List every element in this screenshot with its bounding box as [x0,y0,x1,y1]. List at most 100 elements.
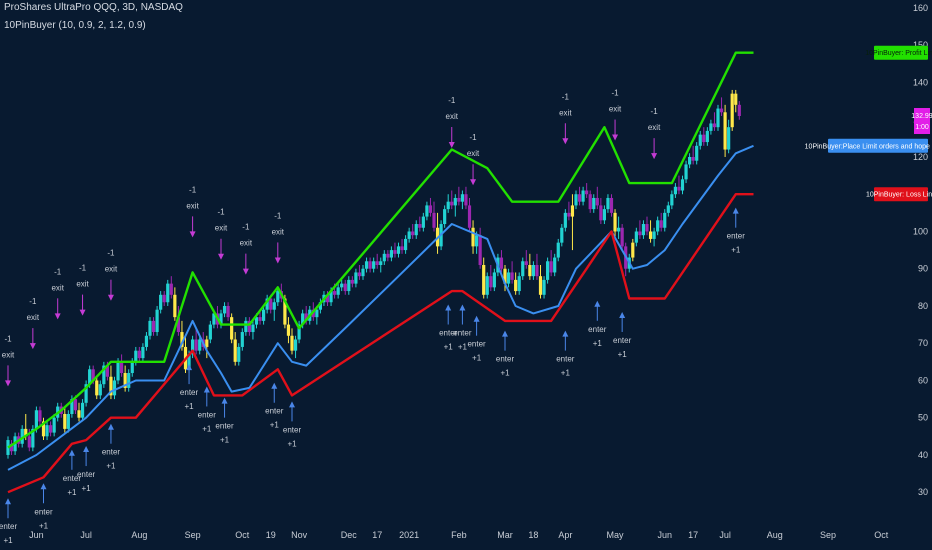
exit-label: exit [186,201,199,210]
candle-body [66,413,70,429]
enter-label: enter [0,522,17,531]
symbol-title: ProShares UltraPro QQQ, 3D, NASDAQ [4,2,183,13]
profit-line-tag-bg [874,45,928,60]
candle-body [577,194,582,202]
profit-line [7,51,754,449]
candle-body [677,186,681,191]
candle-body [265,298,269,310]
enter-sub-label: +1 [184,402,194,411]
time-tick-label: May [607,530,625,540]
candle-body [73,399,78,411]
time-tick-label: Sep [820,530,836,540]
candle-body [176,317,180,333]
time-tick-label: Nov [291,530,308,540]
exit-sub-label: -1 [242,223,250,232]
time-tick-label: Dec [341,530,358,540]
time-tick-label: Oct [874,530,889,540]
loss-line-tag-text: 10PinBuyer: Loss Line [866,192,932,199]
candle-body [357,272,362,277]
enter-label: enter [198,410,217,419]
current-price-text: 132.99 [911,113,932,120]
enter-sub-label: +1 [593,339,603,348]
candle-body [546,261,550,280]
candle-body [499,257,504,269]
limit-order-line [7,144,754,471]
candle-body [343,283,347,292]
exit-arrow-head [54,313,61,320]
candle-body [222,305,227,314]
candle-body [524,261,528,265]
candle-body [492,272,496,288]
enter-arrow-head [473,315,480,322]
time-axis[interactable]: Jun Jul Aug Sep Oct 19 Nov Dec 17 2021 Feb Mar 18 Apr… [29,530,932,540]
enter-arrow-head [619,311,626,318]
candle-body [471,227,475,247]
enter-label: enter [467,340,486,349]
candle-body [400,246,404,251]
signal-annotations-layer: -1 exit -1 exit -1 exit -1 exit -1 exit -1 exit -1 ex… [0,89,745,546]
candle-body [695,145,699,161]
price-tick-label: 50 [918,413,928,423]
exit-arrow-head [242,268,249,275]
price-tick-label: 80 [918,301,928,311]
candle-body [705,130,709,143]
enter-sub-label: +1 [220,436,230,445]
candle-body [680,179,685,191]
price-tags-layer: 10PinBuyer: Profit Line 10PinBuyer:Place … [805,45,932,202]
candle-body [137,350,141,359]
candle-body [77,410,81,418]
candle-body [109,376,113,396]
profit-line-tag-text: 10PinBuyer: Profit Line [865,50,932,57]
candle-body [354,272,358,284]
candle-body [329,291,333,303]
candle-body [144,335,149,347]
time-tick-label: 2021 [399,530,419,540]
candle-body [631,242,635,258]
candle-body [20,428,24,444]
candle-body [173,294,177,318]
time-tick-label: Jul [80,530,92,540]
enter-arrow-head [289,401,295,408]
enter-arrow-head [594,300,601,307]
candle-body [333,291,337,295]
candle-body [641,224,646,236]
candle-body [549,261,553,273]
enter-label: enter [77,470,96,479]
candle-body [609,197,614,213]
exit-label: exit [51,283,64,292]
time-tick-label: Aug [767,530,783,540]
candle-body [293,339,298,351]
candle-body [350,279,354,284]
candle-body [563,212,567,228]
candle-body [372,261,376,269]
candle-body [361,268,365,277]
exit-label: exit [272,227,285,236]
candle-body [375,261,379,265]
candle-body [52,417,56,433]
enter-sub-label: +1 [618,350,628,359]
candle-body [38,410,42,422]
price-tick-label: 160 [913,3,928,13]
candle-body [226,305,230,318]
exit-arrow-head [107,294,114,301]
candle-body [670,194,674,206]
exit-label: exit [240,239,253,248]
enter-sub-label: +1 [67,488,77,497]
candle-body [535,265,539,277]
indicator-legend[interactable]: 10PinBuyer (10, 0.9, 2, 1.2, 0.9) [4,20,146,31]
candle-body [297,324,301,340]
candle-body [606,197,610,210]
exit-arrow-head [5,380,11,387]
candle-body [276,291,280,303]
enter-label: enter [265,407,284,416]
candle-body [95,380,99,396]
time-tick-label: Mar [497,530,513,540]
enter-arrow-head [732,207,739,214]
exit-label: exit [76,280,89,289]
candle-body [432,212,436,228]
exit-label: exit [215,224,228,233]
candle-body [425,205,429,217]
exit-arrow-head [79,309,86,316]
exit-arrow-head [562,138,569,145]
